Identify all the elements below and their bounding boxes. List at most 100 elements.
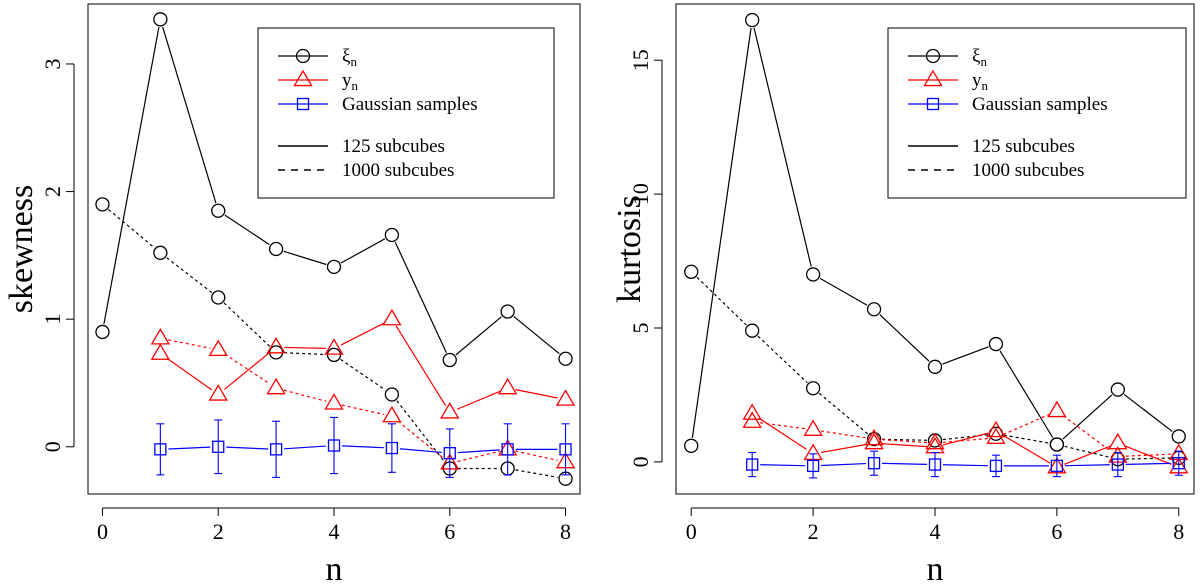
- data-point: [867, 457, 881, 470]
- series-line-segment: [882, 443, 928, 448]
- data-point: [866, 302, 882, 317]
- legend-style-label: 1000 subcubes: [972, 160, 1084, 181]
- data-point: [501, 443, 514, 456]
- series-line-segment: [1064, 445, 1111, 465]
- data-point: [988, 336, 1004, 352]
- y-tick-label: 1: [40, 314, 65, 325]
- series-line-segment: [820, 443, 867, 454]
- series-line-segment: [168, 339, 211, 349]
- series-line-segment: [757, 335, 808, 384]
- data-point: [1111, 458, 1124, 471]
- y-tick-label: 10: [628, 183, 653, 205]
- data-point: [384, 227, 400, 243]
- legend-marker: [295, 48, 311, 64]
- data-point: [1171, 429, 1186, 444]
- series-line-segment: [882, 439, 928, 444]
- series-line-segment: [108, 209, 155, 249]
- x-tick-label: 0: [97, 519, 108, 544]
- data-point: [385, 441, 399, 455]
- legend-label: Gaussian samples: [972, 94, 1108, 115]
- data-point: [326, 347, 342, 363]
- data-point: [268, 241, 284, 257]
- series-line-segment: [999, 350, 1054, 438]
- series-triangle-solid: [150, 308, 576, 419]
- series-line-segment: [818, 392, 869, 435]
- data-point: [986, 420, 1006, 438]
- data-point: [555, 389, 576, 406]
- series-line-segment: [696, 276, 747, 326]
- data-point: [153, 245, 168, 260]
- data-point: [986, 427, 1006, 445]
- data-point: [1110, 382, 1125, 397]
- legend-style-label: 125 subcubes: [342, 136, 445, 157]
- y-tick-label: 0: [628, 456, 653, 467]
- series-line-segment: [882, 462, 928, 465]
- series-line-segment: [1125, 445, 1172, 465]
- data-point: [927, 359, 943, 374]
- series-line-segment: [1125, 453, 1171, 457]
- data-point: [208, 384, 228, 401]
- x-tick-label: 2: [213, 519, 224, 544]
- series-line-segment: [942, 464, 988, 467]
- series-line-segment: [1123, 393, 1173, 433]
- data-point: [382, 308, 402, 326]
- series-line-segment: [340, 238, 386, 264]
- series-line-segment: [223, 302, 271, 348]
- series-line-segment: [168, 446, 211, 450]
- series-triangle-dashed: [742, 400, 1189, 463]
- data-point: [211, 203, 226, 218]
- data-point: [864, 428, 884, 446]
- series-line-segment: [820, 430, 867, 439]
- x-tick-label: 6: [1051, 519, 1062, 544]
- x-tick-label: 0: [686, 519, 697, 544]
- series-line-segment: [340, 322, 386, 346]
- series-line-segment: [224, 351, 271, 390]
- series-line-segment: [819, 277, 868, 306]
- data-point: [1047, 400, 1067, 418]
- data-point: [684, 438, 699, 453]
- plot-frame: [87, 3, 581, 495]
- series-line-segment: [224, 214, 270, 246]
- series-line-segment: [515, 469, 558, 478]
- data-point: [95, 197, 110, 212]
- y-tick-label: 15: [628, 49, 653, 71]
- data-point: [211, 290, 226, 305]
- y-axis: 0 1 2 3: [40, 58, 75, 452]
- data-point: [497, 377, 518, 395]
- legend-style-label: 1000 subcubes: [342, 160, 454, 181]
- data-point: [326, 259, 342, 275]
- series-line-segment: [513, 316, 560, 355]
- x-axis: 0 2 4 6 8: [97, 507, 571, 544]
- x-tick-label: 6: [444, 519, 455, 544]
- series-line-segment: [1062, 415, 1112, 453]
- series-line-segment: [226, 446, 269, 450]
- y-axis: 0 5 10 15: [628, 49, 663, 467]
- series-line-segment: [162, 26, 217, 204]
- data-point: [443, 447, 456, 460]
- data-point: [153, 12, 168, 27]
- series-line-segment: [341, 404, 385, 416]
- series-line-segment: [1003, 434, 1050, 444]
- series-line-segment: [396, 400, 446, 463]
- x-tick-label: 4: [930, 519, 941, 544]
- x-axis-title: n: [927, 551, 944, 585]
- series-line-segment: [1064, 464, 1110, 467]
- series-line-segment: [879, 314, 930, 362]
- series-line-segment: [455, 316, 502, 356]
- data-point: [384, 387, 400, 402]
- data-point: [559, 443, 572, 456]
- series-line-segment: [103, 27, 160, 325]
- series-line-segment: [882, 438, 928, 441]
- series-line-segment: [457, 449, 500, 454]
- data-point: [742, 403, 762, 420]
- series-line-segment: [1003, 413, 1050, 436]
- legend-marker: [923, 69, 943, 87]
- series-line-segment: [1125, 457, 1171, 460]
- series-line-segment: [283, 389, 327, 402]
- data-point: [1049, 437, 1065, 452]
- series-line-segment: [760, 464, 806, 467]
- data-point: [806, 459, 820, 473]
- y-axis-title: kurtosis: [611, 195, 648, 303]
- legend-label: Gaussian samples: [342, 94, 478, 115]
